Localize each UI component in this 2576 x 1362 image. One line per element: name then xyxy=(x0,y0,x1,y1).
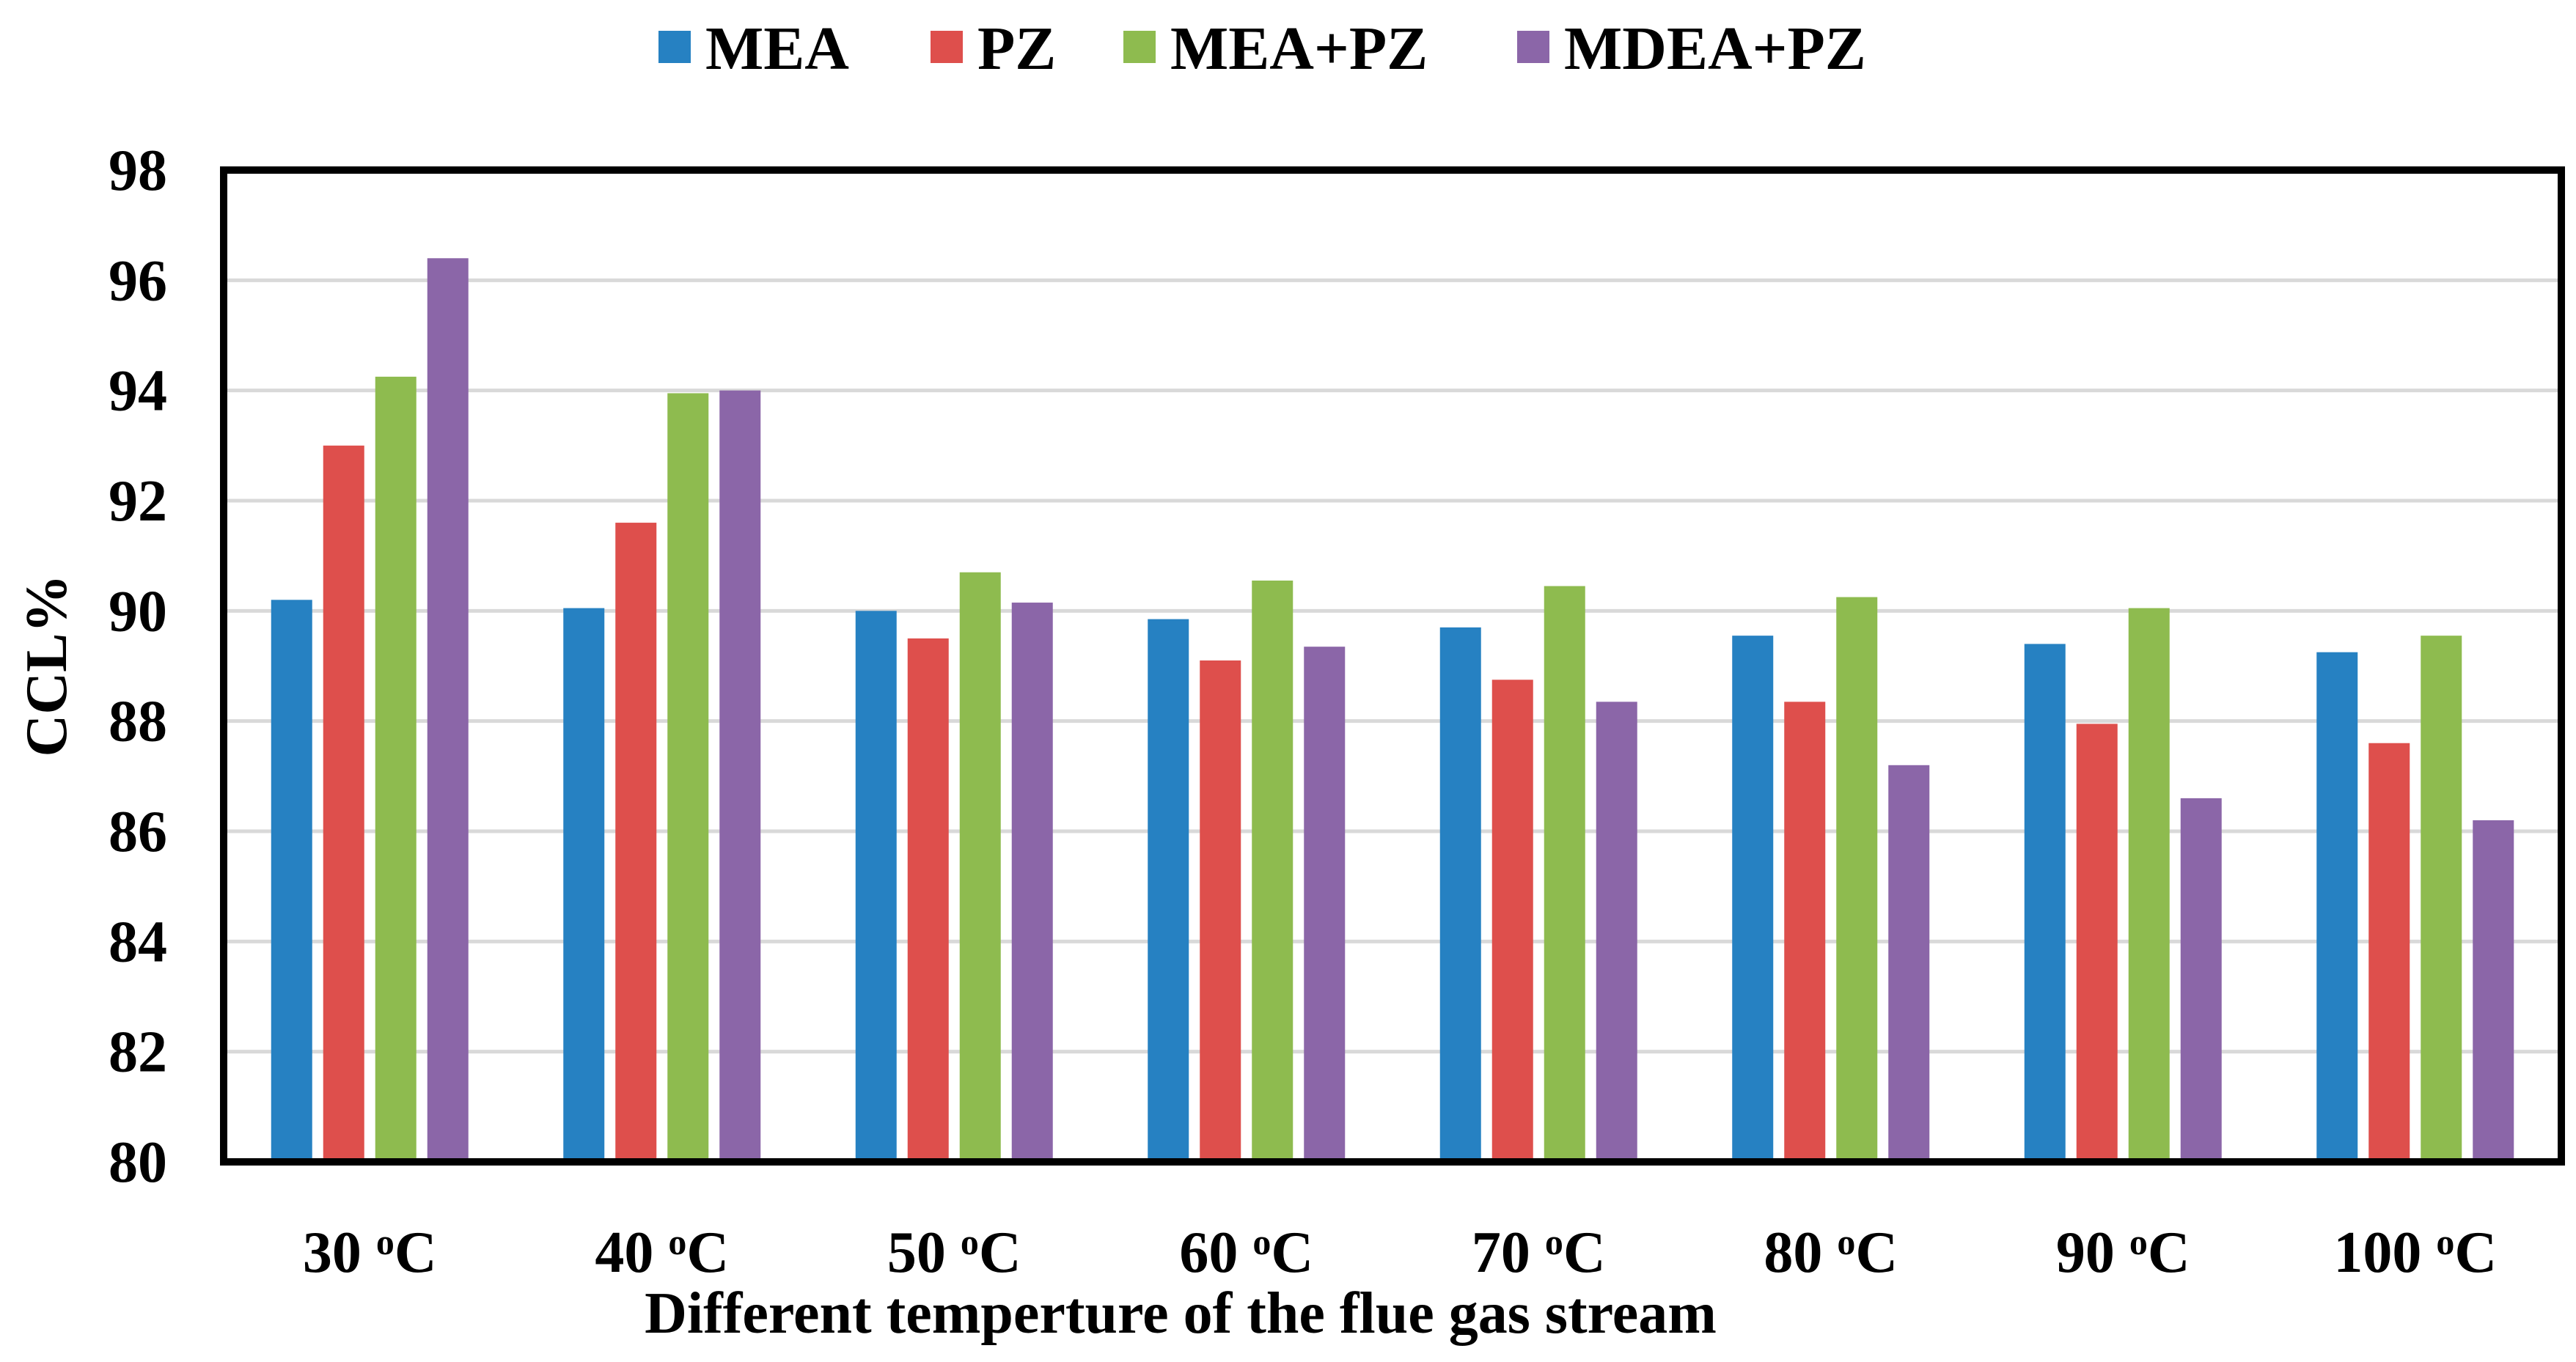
bar-mea-plus-pz-100 xyxy=(2421,636,2462,1162)
x-tick-label: 50 oC xyxy=(887,1221,1021,1285)
y-tick-label: 98 xyxy=(109,139,167,203)
x-tick-label: 30 oC xyxy=(303,1221,437,1285)
x-tick-value: 50 xyxy=(887,1221,961,1285)
legend-item: MEA xyxy=(658,15,849,83)
bar-mea-plus-pz-40 xyxy=(667,393,709,1162)
y-tick-label: 96 xyxy=(109,249,167,313)
x-tick-label: 60 oC xyxy=(1179,1221,1313,1285)
bar-mdea-plus-pz-100 xyxy=(2473,820,2514,1162)
legend-label: MDEA+PZ xyxy=(1564,15,1866,83)
legend-label: MEA+PZ xyxy=(1170,15,1428,83)
y-axis-title: CCL% xyxy=(15,575,79,757)
y-tick-label: 92 xyxy=(109,469,167,534)
x-tick-labels: 30 oC 40 oC 50 oC 60 oC 70 oC 80 oC 90 oC 100 o… xyxy=(303,1221,2497,1285)
x-tick-unit: C xyxy=(979,1221,1021,1285)
bar-pz-60 xyxy=(1200,660,1241,1162)
bar-mea-plus-pz-70 xyxy=(1544,586,1585,1162)
x-tick-value: 30 xyxy=(303,1221,376,1285)
y-tick-label: 84 xyxy=(109,910,167,974)
x-tick-value: 90 xyxy=(2056,1221,2129,1285)
x-tick-degree: o xyxy=(668,1221,686,1262)
bar-mea-plus-pz-30 xyxy=(375,376,417,1162)
x-tick-unit: C xyxy=(1563,1221,1606,1285)
x-tick-degree: o xyxy=(1252,1221,1271,1262)
legend-swatch xyxy=(1123,31,1156,63)
bar-mdea-plus-pz-80 xyxy=(1888,765,1930,1162)
bar-mdea-plus-pz-40 xyxy=(719,390,761,1162)
x-tick-value: 100 xyxy=(2333,1221,2436,1285)
x-tick-degree: o xyxy=(2129,1221,2148,1262)
bar-pz-50 xyxy=(907,638,949,1162)
legend-label: PZ xyxy=(977,15,1056,83)
bar-pz-70 xyxy=(1491,680,1533,1162)
bar-pz-90 xyxy=(2076,724,2118,1162)
plot-frame xyxy=(220,166,2565,1166)
x-tick-unit: C xyxy=(2454,1221,2497,1285)
legend: MEA PZ MEA+PZ MDEA+PZ xyxy=(658,15,1866,83)
x-tick-unit: C xyxy=(2148,1221,2190,1285)
x-tick-value: 60 xyxy=(1179,1221,1252,1285)
y-tick-label: 86 xyxy=(109,800,167,864)
bar-mea-plus-pz-50 xyxy=(959,572,1001,1162)
bar-pz-80 xyxy=(1784,702,1826,1162)
bar-mea-plus-pz-80 xyxy=(1836,597,1878,1162)
bar-pz-40 xyxy=(615,523,657,1162)
bar-mea-40 xyxy=(563,608,605,1162)
bar-mea-50 xyxy=(855,611,897,1162)
x-tick-label: 80 oC xyxy=(1764,1221,1898,1285)
y-tick-label: 88 xyxy=(109,690,167,754)
bar-mea-100 xyxy=(2316,652,2358,1162)
bar-mdea-plus-pz-90 xyxy=(2180,798,2222,1162)
x-axis-title: Different temperture of the flue gas str… xyxy=(645,1281,1717,1346)
x-tick-unit: C xyxy=(686,1221,729,1285)
x-tick-unit: C xyxy=(1855,1221,1898,1285)
bar-mea-plus-pz-60 xyxy=(1252,580,1293,1162)
x-tick-unit: C xyxy=(395,1221,437,1285)
bar-mea-90 xyxy=(2024,644,2066,1162)
bar-pz-30 xyxy=(323,445,364,1162)
x-tick-label: 100 oC xyxy=(2333,1221,2497,1285)
legend-label: MEA xyxy=(705,15,849,83)
y-tick-label: 82 xyxy=(109,1020,167,1085)
bar-mea-30 xyxy=(271,600,312,1162)
x-tick-label: 90 oC xyxy=(2056,1221,2190,1285)
x-tick-unit: C xyxy=(1271,1221,1313,1285)
legend-swatch xyxy=(931,31,963,63)
bar-mea-plus-pz-90 xyxy=(2128,608,2170,1162)
bar-mdea-plus-pz-30 xyxy=(427,258,469,1163)
legend-item: PZ xyxy=(931,15,1056,83)
y-tick-labels: 80 82 84 86 88 90 92 94 96 98 xyxy=(109,139,167,1195)
legend-item: MEA+PZ xyxy=(1123,15,1428,83)
x-tick-label: 70 oC xyxy=(1472,1221,1606,1285)
x-tick-label: 40 oC xyxy=(595,1221,729,1285)
x-tick-degree: o xyxy=(1545,1221,1563,1262)
x-tick-degree: o xyxy=(961,1221,979,1262)
gridlines xyxy=(224,278,2561,1054)
x-tick-degree: o xyxy=(2436,1221,2454,1262)
bar-mdea-plus-pz-50 xyxy=(1011,603,1053,1162)
bar-pz-100 xyxy=(2368,743,2410,1162)
x-tick-value: 80 xyxy=(1764,1221,1837,1285)
y-tick-label: 94 xyxy=(109,359,167,424)
y-tick-label: 80 xyxy=(109,1130,167,1195)
x-tick-degree: o xyxy=(1837,1221,1855,1262)
legend-item: MDEA+PZ xyxy=(1517,15,1866,83)
bar-mdea-plus-pz-60 xyxy=(1304,647,1346,1162)
legend-swatch xyxy=(1517,31,1549,63)
legend-swatch xyxy=(658,31,691,63)
bars xyxy=(271,258,2514,1163)
bar-mea-80 xyxy=(1732,636,1774,1162)
x-tick-degree: o xyxy=(376,1221,395,1262)
x-tick-value: 70 xyxy=(1472,1221,1545,1285)
bar-mdea-plus-pz-70 xyxy=(1596,702,1637,1162)
bar-mea-70 xyxy=(1439,627,1481,1162)
y-tick-label: 90 xyxy=(109,579,167,644)
bar-mea-60 xyxy=(1148,619,1189,1162)
x-tick-value: 40 xyxy=(595,1221,668,1285)
